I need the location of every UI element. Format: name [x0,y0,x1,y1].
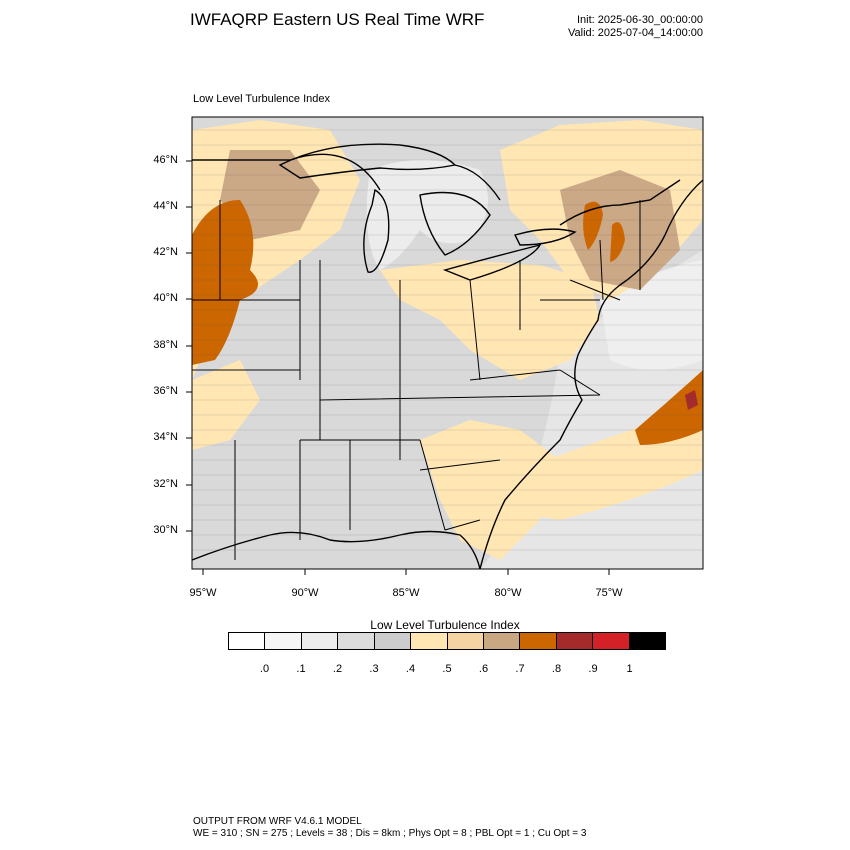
lake-michigan-coast [363,188,390,273]
tan-field-ohio [380,260,600,380]
colorbar-cell [411,633,448,649]
colorbar-cell [301,633,339,649]
turbulence-map [186,116,704,575]
lat-label-42: 42°N [153,246,178,258]
colorbar-tick-label: .1 [296,663,306,675]
colorbar-tick-label: 1 [626,663,633,675]
plot-title: IWFAQRP Eastern US Real Time WRF [190,10,485,29]
lon-ticks [202,569,610,575]
lake-superior-coast [278,143,457,179]
colorbar-cell [265,633,302,649]
lat-label-40: 40°N [153,292,178,304]
colorbar-cell [447,633,484,649]
colorbar-tick-label: .4 [405,663,416,675]
tan-field-plains [192,360,260,450]
colorbar-cell [520,633,557,649]
colorbar-tick-label: .7 [515,663,525,675]
colorbar-tick-label: .0 [259,663,270,675]
lat-label-44: 44°N [153,200,178,212]
lake-huron-coast [419,191,491,256]
colorbar-cell [229,633,266,649]
time-info: Init: 2025-06-30_00:00:00 Valid: 2025-07… [520,14,703,40]
lon-label-95: 95°W [189,587,217,599]
lake-field [366,160,488,270]
lon-label-75: 75°W [595,587,623,599]
colorbar-title: Low Level Turbulence Index [370,618,520,632]
lat-label-38: 38°N [153,339,178,351]
colorbar-cell [374,633,412,649]
lake-erie-coast [442,243,542,281]
colorbar-tick-label: .9 [588,663,598,675]
footer-line-1: OUTPUT FROM WRF V4.6.1 MODEL [193,816,362,827]
lat-label-30: 30°N [153,524,178,536]
colorbar-cell [629,633,666,649]
lon-label-90: 90°W [291,587,319,599]
lat-label-34: 34°N [153,431,178,443]
gulf-coast [192,530,481,569]
colorbar-tick-label: .2 [332,663,343,675]
colorbar-tick-label: .3 [369,663,379,675]
colorbar-tick-label: .8 [551,663,562,675]
colorbar-tick-label: .5 [442,663,452,675]
lat-ticks [186,160,192,532]
orange-field-ocean [635,370,703,445]
colorbar-cell [483,633,521,649]
colorbar-cell [556,633,594,649]
model-info: OUTPUT FROM WRF V4.6.1 MODEL WE = 310 ; … [193,816,586,840]
valid-time: Valid: 2025-07-04_14:00:00 [568,27,703,39]
colorbar-cell [593,633,630,649]
lat-label-46: 46°N [153,154,178,166]
lat-label-36: 36°N [153,385,178,397]
lon-label-80: 80°W [494,587,522,599]
lat-label-32: 32°N [153,478,178,490]
county-grid [192,129,703,551]
panel-label: Low Level Turbulence Index [193,93,330,105]
lake-ontario-coast [513,228,577,246]
orange-field-vt [610,222,625,262]
map-frame [191,116,704,570]
init-time: Init: 2025-06-30_00:00:00 [577,14,703,26]
colorbar-tick-label: .6 [478,663,489,675]
colorbar [228,632,666,650]
footer-line-2: WE = 310 ; SN = 275 ; Levels = 38 ; Dis … [193,828,587,839]
orange-field-ny [583,201,603,250]
colorbar-cell [338,633,375,649]
lon-label-85: 85°W [392,587,420,599]
orange-field-iowa [192,200,258,365]
